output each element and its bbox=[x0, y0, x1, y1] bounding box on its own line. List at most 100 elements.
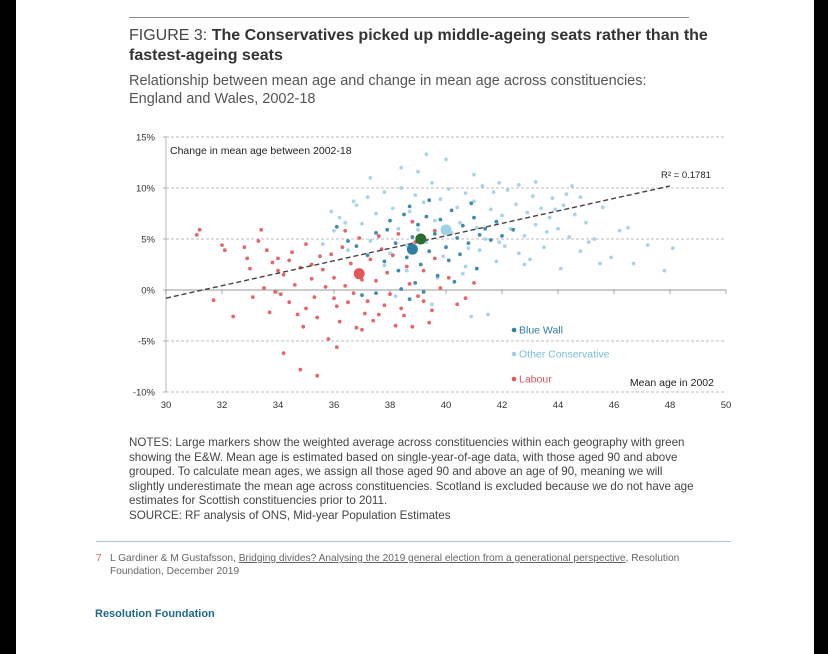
data-point-other-conservative bbox=[329, 209, 334, 214]
data-point-other-conservative bbox=[404, 268, 409, 273]
data-point-other-conservative bbox=[542, 245, 546, 250]
data-point-labour bbox=[354, 325, 359, 330]
data-point-labour bbox=[371, 318, 376, 323]
grid bbox=[163, 136, 727, 393]
data-point-other-conservative bbox=[670, 246, 675, 251]
data-point-labour bbox=[362, 311, 367, 316]
data-point-other-conservative bbox=[463, 191, 468, 196]
y-tick-label: -10% bbox=[133, 388, 156, 399]
data-point-other-conservative bbox=[390, 206, 395, 211]
data-point-other-conservative bbox=[584, 220, 588, 225]
data-point-labour bbox=[281, 272, 286, 277]
data-point-blue-wall bbox=[382, 259, 387, 264]
title-rule bbox=[129, 17, 689, 18]
data-point-other-conservative bbox=[399, 165, 404, 170]
data-point-labour bbox=[337, 319, 342, 324]
data-point-labour bbox=[287, 258, 292, 263]
data-point-other-conservative bbox=[368, 239, 373, 243]
footnote-reference-link[interactable]: Bridging divides? Analysing the 2019 gen… bbox=[238, 553, 626, 564]
data-point-blue-wall bbox=[488, 238, 493, 242]
data-point-blue-wall bbox=[365, 253, 370, 258]
data-point-other-conservative bbox=[586, 240, 591, 245]
data-point-labour bbox=[446, 275, 451, 280]
data-point-other-conservative bbox=[438, 197, 443, 202]
data-point-other-conservative bbox=[488, 207, 493, 212]
data-point-labour bbox=[432, 256, 437, 261]
data-point-blue-wall bbox=[500, 234, 504, 238]
data-point-labour bbox=[427, 320, 432, 325]
data-point-labour bbox=[262, 286, 266, 290]
data-point-labour bbox=[351, 291, 356, 295]
data-point-labour bbox=[410, 219, 415, 224]
data-point-other-conservative bbox=[564, 192, 569, 197]
x-tick-label: 34 bbox=[273, 400, 284, 411]
data-point-labour bbox=[281, 351, 286, 356]
data-point-labour bbox=[248, 266, 252, 271]
data-point-blue-wall bbox=[421, 290, 426, 294]
data-point-other-conservative bbox=[516, 251, 521, 256]
data-point-blue-wall bbox=[477, 233, 482, 237]
x-tick-label: 38 bbox=[385, 400, 396, 411]
data-point-blue-wall bbox=[393, 241, 398, 246]
data-point-other-conservative bbox=[598, 261, 602, 266]
footnote-suffix: , Resolution bbox=[625, 553, 680, 564]
data-point-other-conservative bbox=[592, 237, 597, 241]
data-point-other-conservative bbox=[486, 312, 490, 317]
data-point-labour bbox=[194, 233, 199, 237]
data-point-blue-wall bbox=[407, 204, 412, 209]
y-axis-label: Change in mean age between 2002-18 bbox=[170, 145, 352, 157]
figure-label: FIGURE 3: bbox=[129, 27, 208, 44]
data-point-blue-wall bbox=[413, 281, 418, 285]
y-tick-label: 5% bbox=[141, 235, 155, 246]
data-point-labour bbox=[250, 295, 255, 299]
data-point-labour bbox=[360, 327, 364, 332]
data-point-other-conservative bbox=[320, 242, 325, 247]
data-point-blue-wall bbox=[404, 255, 409, 260]
data-point-other-conservative bbox=[578, 249, 583, 254]
data-point-blue-wall bbox=[438, 217, 443, 222]
data-points bbox=[194, 152, 675, 378]
data-point-labour bbox=[390, 253, 395, 258]
x-tick-label: 40 bbox=[441, 400, 452, 411]
data-point-other-conservative bbox=[393, 294, 398, 298]
data-point-labour bbox=[382, 303, 387, 308]
average-marker-blue-wall bbox=[406, 243, 418, 255]
x-tick-label: 36 bbox=[329, 400, 340, 411]
data-point-labour bbox=[276, 256, 280, 261]
data-point-other-conservative bbox=[539, 206, 544, 211]
y-tick-label: 10% bbox=[136, 184, 156, 195]
data-point-other-conservative bbox=[578, 195, 583, 200]
data-point-blue-wall bbox=[444, 245, 448, 250]
data-point-other-conservative bbox=[662, 268, 667, 273]
data-point-labour bbox=[385, 270, 390, 275]
data-point-labour bbox=[211, 298, 216, 303]
data-point-other-conservative bbox=[416, 169, 420, 174]
data-point-labour bbox=[295, 312, 300, 317]
data-point-labour bbox=[287, 300, 292, 305]
data-point-blue-wall bbox=[427, 198, 432, 203]
data-point-labour bbox=[374, 278, 378, 283]
data-point-other-conservative bbox=[570, 184, 574, 188]
data-point-labour bbox=[273, 290, 278, 294]
data-point-labour bbox=[421, 299, 426, 304]
average-markers bbox=[353, 224, 452, 280]
data-point-other-conservative bbox=[388, 251, 392, 256]
data-point-other-conservative bbox=[458, 220, 462, 225]
data-point-other-conservative bbox=[382, 190, 387, 195]
y-tick-labels: 15% 10% 5% 0% -5% -10% bbox=[133, 133, 156, 399]
data-point-labour bbox=[393, 323, 398, 328]
data-point-labour bbox=[410, 324, 415, 329]
data-point-other-conservative bbox=[567, 235, 572, 239]
data-point-other-conservative bbox=[472, 199, 476, 204]
data-point-blue-wall bbox=[494, 219, 499, 224]
data-point-other-conservative bbox=[617, 228, 622, 233]
data-point-labour bbox=[292, 283, 297, 287]
data-point-other-conservative bbox=[500, 213, 504, 218]
data-point-blue-wall bbox=[416, 222, 420, 227]
legend-marker-labour bbox=[511, 376, 517, 382]
legend-label-other-conservative: Other Conservative bbox=[519, 349, 610, 361]
data-point-other-conservative bbox=[441, 254, 446, 259]
data-point-labour bbox=[304, 242, 308, 247]
data-point-labour bbox=[348, 261, 353, 266]
average-marker-e-w bbox=[415, 233, 427, 245]
